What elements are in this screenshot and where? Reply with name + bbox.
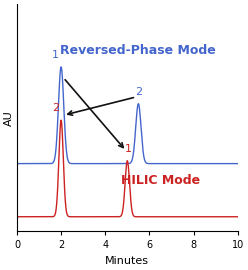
Text: HILIC Mode: HILIC Mode: [121, 174, 200, 187]
Text: 2: 2: [52, 103, 59, 113]
Y-axis label: AU: AU: [4, 110, 14, 126]
Text: 1: 1: [52, 50, 59, 60]
X-axis label: Minutes: Minutes: [105, 256, 149, 266]
Text: Reversed-Phase Mode: Reversed-Phase Mode: [61, 44, 216, 57]
Text: 1: 1: [125, 144, 132, 154]
Text: 2: 2: [135, 87, 142, 97]
